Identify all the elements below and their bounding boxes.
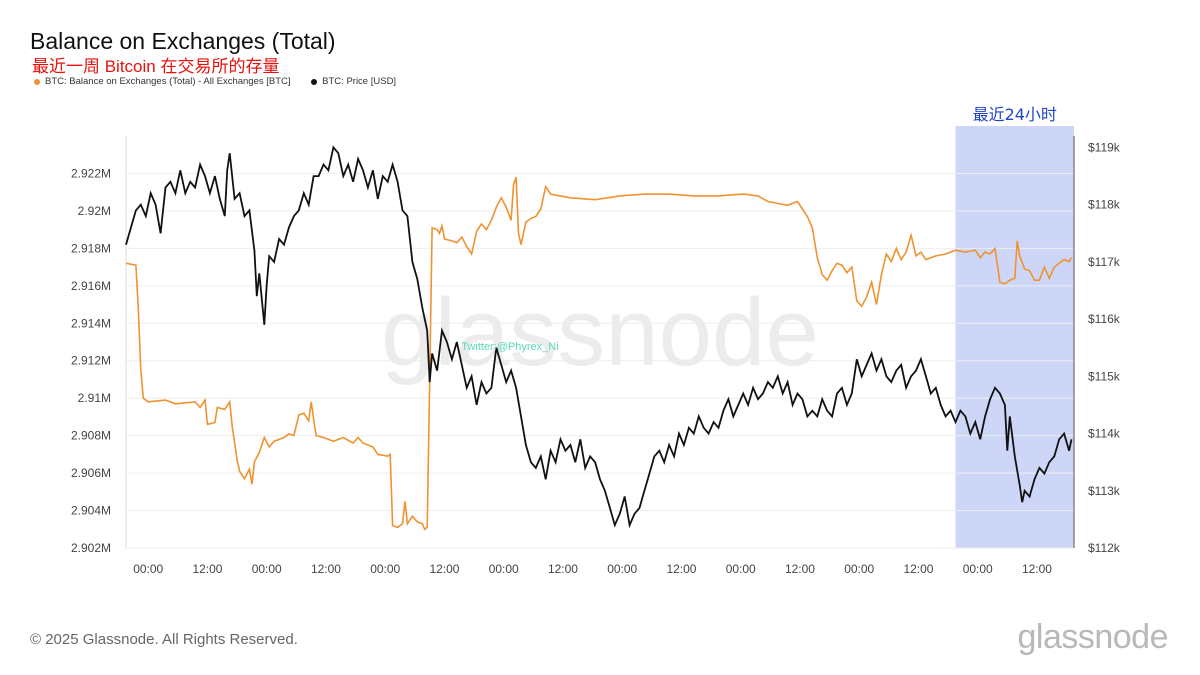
left-tick-label: 2.908M xyxy=(71,429,111,443)
x-tick-label: 12:00 xyxy=(311,562,341,576)
left-tick-label: 2.918M xyxy=(71,241,111,255)
legend-label-price: BTC: Price [USD] xyxy=(322,76,397,87)
legend-item-price[interactable]: BTC: Price [USD] xyxy=(311,76,396,87)
left-tick-label: 2.92M xyxy=(78,204,111,218)
legend-item-balance[interactable]: BTC: Balance on Exchanges (Total) - All … xyxy=(34,76,291,87)
x-tick-label: 12:00 xyxy=(429,562,459,576)
x-tick-label: 00:00 xyxy=(489,562,519,576)
x-tick-label: 12:00 xyxy=(192,562,222,576)
right-tick-label: $119k xyxy=(1088,140,1121,154)
x-tick-label: 00:00 xyxy=(133,562,163,576)
right-tick-label: $117k xyxy=(1088,255,1121,269)
legend-dot-price xyxy=(311,78,318,85)
x-tick-label: 12:00 xyxy=(548,562,578,576)
left-tick-label: 2.912M xyxy=(71,354,111,368)
x-tick-label: 00:00 xyxy=(963,562,993,576)
right-axis-ticks: $112k $113k $114k $115k $116k $117k $118k $119k xyxy=(1088,140,1121,555)
x-tick-label: 12:00 xyxy=(1022,562,1052,576)
left-tick-label: 2.902M xyxy=(71,541,111,555)
price-series-line xyxy=(125,145,1073,529)
x-tick-label: 12:00 xyxy=(785,562,815,576)
last-24h-highlight xyxy=(955,126,1074,548)
right-tick-label: $112k xyxy=(1088,541,1121,555)
left-tick-label: 2.906M xyxy=(71,466,111,480)
right-tick-label: $116k xyxy=(1088,312,1121,326)
glassnode-logo[interactable]: glassnode xyxy=(1017,618,1168,656)
left-axis-ticks: 2.902M 2.904M 2.906M 2.908M 2.91M 2.912M 2.914… xyxy=(71,166,111,555)
left-tick-label: 2.914M xyxy=(71,316,111,330)
gridlines xyxy=(126,172,1074,549)
right-tick-label: $113k xyxy=(1088,484,1121,498)
left-tick-label: 2.922M xyxy=(71,166,111,180)
x-axis-ticks: 00:00 12:00 00:00 12:00 00:00 12:00 00:00 12:00… xyxy=(133,562,1052,576)
x-tick-label: 12:00 xyxy=(666,562,696,576)
left-tick-label: 2.904M xyxy=(71,504,111,518)
chart-canvas[interactable]: glassnode 2.902M2.904M2.906M2.908M2.91M2… xyxy=(0,0,1200,600)
x-tick-label: 00:00 xyxy=(370,562,400,576)
right-tick-label: $115k xyxy=(1088,369,1121,383)
x-tick-label: 00:00 xyxy=(844,562,874,576)
left-tick-label: 2.916M xyxy=(71,279,111,293)
legend-dot-balance xyxy=(34,78,40,85)
chart-subtitle: 最近一周 Bitcoin 在交易所的存量 xyxy=(32,57,280,76)
x-tick-label: 00:00 xyxy=(252,562,282,576)
left-tick-label: 2.91M xyxy=(78,391,111,405)
copyright-footer: © 2025 Glassnode. All Rights Reserved. xyxy=(30,631,298,648)
x-tick-label: 00:00 xyxy=(726,562,756,576)
x-tick-label: 00:00 xyxy=(607,562,637,576)
right-tick-label: $118k xyxy=(1088,198,1121,212)
legend-label-balance: BTC: Balance on Exchanges (Total) - All … xyxy=(45,76,291,87)
x-tick-label: 12:00 xyxy=(903,562,933,576)
twitter-overlay-text: Twitter:@Phyrex_Ni xyxy=(461,341,558,353)
legend: BTC: Balance on Exchanges (Total) - All … xyxy=(34,76,414,88)
chart-title: Balance on Exchanges (Total) xyxy=(30,28,336,54)
last-24h-label: 最近24小时 xyxy=(973,105,1057,124)
right-tick-label: $114k xyxy=(1088,427,1121,441)
watermark: glassnode xyxy=(381,279,819,386)
balance-series-line xyxy=(125,176,1073,531)
